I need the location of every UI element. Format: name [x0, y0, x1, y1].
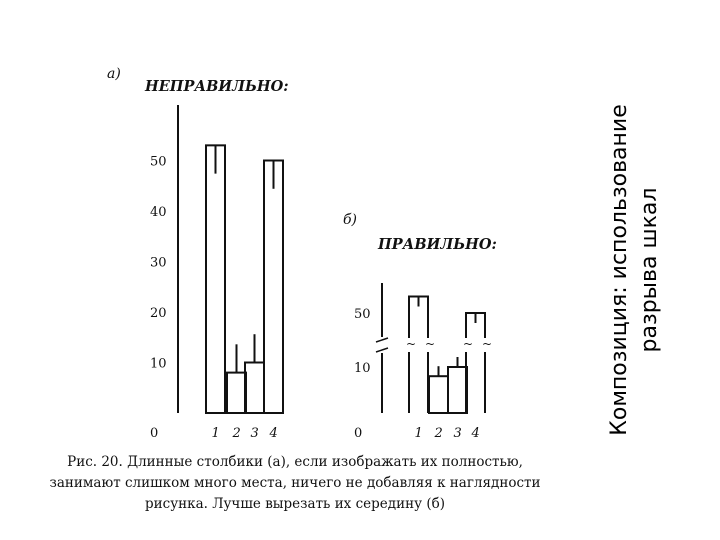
panel-b-bar — [428, 375, 449, 415]
panel-a-bar — [263, 159, 284, 414]
panel-b-chart: 0 10 50 ~ ~1 2 3 ~ ~4 — [354, 283, 492, 441]
panel-a-bar — [226, 371, 247, 415]
panel-b-ytick-label: 50 — [354, 307, 371, 322]
panel-b-break-tilde-right: ~ — [425, 337, 435, 351]
panel-a-category-label: 4 — [269, 426, 278, 441]
figure-caption: Рис. 20. Длинные столбики (а), если изоб… — [49, 454, 541, 512]
panel-b-label: б) — [343, 212, 357, 228]
slide-title: Композиция: использование разрыва шкал — [607, 104, 662, 436]
panel-b-axis-break-mark — [375, 337, 389, 353]
panel-a-title: НЕПРАВИЛЬНО: — [144, 78, 289, 95]
panel-a-category-label: 2 — [232, 426, 241, 441]
panel-b-category-label: 4 — [471, 426, 480, 441]
panel-b-break-tilde-left: ~ — [406, 337, 416, 351]
panel-a-ytick-label: 0 — [150, 426, 158, 441]
panel-a-ytick-label: 30 — [150, 256, 167, 271]
panel-b-ytick-label: 10 — [354, 361, 371, 376]
panel-b-title: ПРАВИЛЬНО: — [377, 236, 497, 253]
panel-b-ytick-label: 0 — [354, 426, 362, 441]
panel-a-ytick-label: 10 — [150, 357, 167, 372]
panel-b-category-label: 3 — [454, 426, 462, 441]
panel-a-category-label: 3 — [251, 426, 259, 441]
panel-b-category-label: 1 — [415, 426, 423, 441]
panel-b-break-tilde-left: ~ — [463, 337, 473, 351]
panel-a-category-label: 1 — [212, 426, 220, 441]
panel-a-ytick-label: 20 — [150, 306, 167, 321]
panel-b-category-label: 2 — [434, 426, 443, 441]
panel-b-break-tilde-right: ~ — [482, 337, 492, 351]
panel-a-label: а) — [107, 66, 121, 82]
panel-b-bar — [447, 366, 468, 414]
panel-a-bar — [244, 361, 265, 414]
panel-a-bar — [205, 144, 226, 414]
panel-a-ytick-label: 40 — [150, 205, 167, 220]
panel-a-chart: 0 10 20 30 40 50 1 2 3 4 — [150, 105, 284, 441]
panel-a-ytick-label: 50 — [150, 155, 167, 170]
